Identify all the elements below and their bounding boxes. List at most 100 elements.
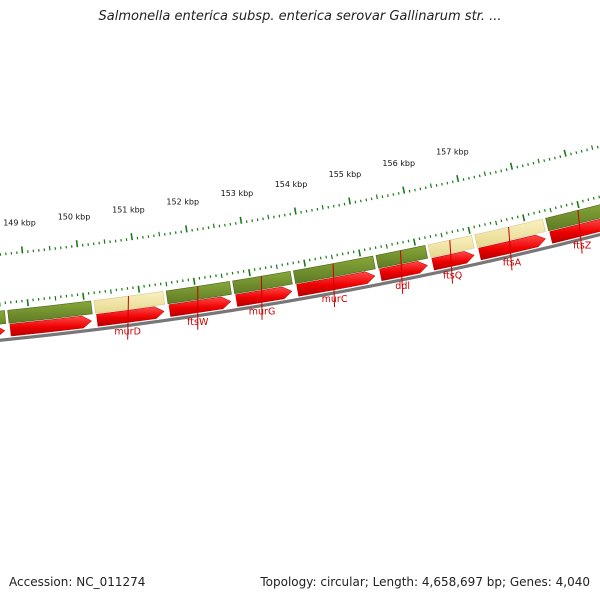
accession-text: Accession: NC_011274: [9, 575, 146, 589]
tick-mark: [586, 148, 588, 152]
tick-mark: [293, 207, 297, 215]
tick-mark: [554, 156, 556, 160]
tick-mark: [467, 226, 471, 234]
tick-mark: [185, 225, 188, 233]
gene-label: ddl: [395, 281, 410, 292]
gene-leader-line: [577, 210, 583, 254]
tick-mark: [560, 205, 563, 208]
tick-mark: [103, 239, 106, 244]
tick-mark: [559, 155, 562, 159]
tick-mark: [565, 203, 568, 207]
tick-mark: [478, 174, 481, 178]
tick-mark: [137, 285, 141, 293]
cog-track: [0, 204, 600, 325]
gene-label: murG: [249, 307, 276, 318]
tick-mark: [505, 218, 508, 221]
tick-mark: [212, 223, 215, 229]
backbone-arc: [0, 232, 600, 342]
kbp-label: 152 kbp: [166, 198, 199, 207]
gene-leader-line: [332, 263, 336, 308]
cog-segment: [375, 245, 428, 269]
tick-mark: [407, 239, 410, 243]
tick-mark: [451, 180, 454, 184]
tick-mark: [408, 189, 411, 193]
cog-segment: [7, 300, 93, 324]
tick-mark: [363, 248, 366, 252]
tick-mark: [359, 199, 362, 203]
tick-mark: [369, 247, 371, 251]
tick-mark: [500, 169, 503, 173]
cog-segment: [165, 281, 232, 305]
tick-mark: [424, 186, 427, 190]
tick-mark: [505, 168, 508, 172]
tick-mark: [220, 273, 223, 279]
tick-mark: [462, 227, 465, 231]
backbone-line: [0, 232, 600, 342]
tick-mark: [48, 245, 51, 251]
tick-mark: [544, 209, 546, 212]
kbp-label: 155 kbp: [329, 170, 362, 179]
kbp-label: 150 kbp: [58, 212, 91, 221]
tick-mark: [522, 214, 526, 222]
gene-label: ftsW: [187, 317, 209, 328]
tick-mark: [267, 214, 270, 220]
tick-mark: [158, 231, 161, 237]
cog-segment: [293, 255, 376, 284]
tick-mark: [419, 187, 422, 191]
tick-mark: [489, 221, 492, 225]
tick-mark: [587, 198, 590, 202]
tick-mark: [75, 240, 79, 248]
gene-leader-line: [260, 276, 263, 320]
gene-label: ftsA: [503, 257, 522, 268]
tick-mark: [370, 197, 373, 201]
tick-mark: [441, 182, 443, 186]
tick-mark: [446, 181, 449, 185]
tick-mark: [321, 204, 324, 210]
cds-arrow: [0, 327, 6, 336]
map-title: Salmonella enterica subsp. enterica sero…: [98, 9, 502, 24]
tick-mark: [110, 289, 112, 294]
tick-mark: [563, 149, 567, 157]
tick-mark: [575, 151, 578, 155]
cds-arrow: [296, 271, 376, 297]
tick-mark: [516, 165, 519, 169]
cds-arrow: [549, 218, 600, 244]
tick-mark: [130, 233, 133, 241]
cds-arrow: [379, 261, 428, 282]
tick-mark: [570, 152, 572, 156]
tick-mark: [533, 211, 535, 215]
kbp-label: 153 kbp: [221, 189, 254, 198]
tick-mark: [435, 184, 438, 187]
cds-arrow: [431, 251, 475, 271]
tick-mark: [554, 206, 557, 210]
tick-mark: [549, 207, 552, 213]
tick-mark: [576, 200, 580, 209]
tick-mark: [500, 219, 503, 223]
tick-mark: [538, 210, 541, 214]
kbp-label: 156 kbp: [382, 159, 415, 168]
kbp-label: 151 kbp: [112, 205, 145, 214]
cds-arrow: [9, 315, 93, 337]
tick-mark: [445, 231, 448, 235]
cds-track: [0, 218, 600, 337]
tick-mark: [451, 230, 454, 234]
cog-segment: [545, 204, 600, 232]
tick-mark: [303, 259, 307, 267]
tick-mark: [391, 242, 393, 246]
tick-mark: [424, 236, 426, 239]
tick-mark: [380, 245, 382, 248]
tick-mark: [516, 215, 519, 219]
tick-mark: [532, 161, 535, 165]
tick-mark: [385, 244, 388, 249]
tick-mark: [381, 195, 384, 199]
tick-mark: [543, 159, 546, 163]
cds-arrow: [168, 296, 232, 317]
tick-mark: [435, 233, 437, 237]
cog-segment: [0, 310, 7, 325]
gene-label: murD: [114, 327, 141, 338]
tick-mark: [581, 199, 584, 203]
tick-mark: [495, 220, 498, 226]
tick-mark: [527, 163, 529, 166]
gene-leader-line: [399, 250, 404, 294]
